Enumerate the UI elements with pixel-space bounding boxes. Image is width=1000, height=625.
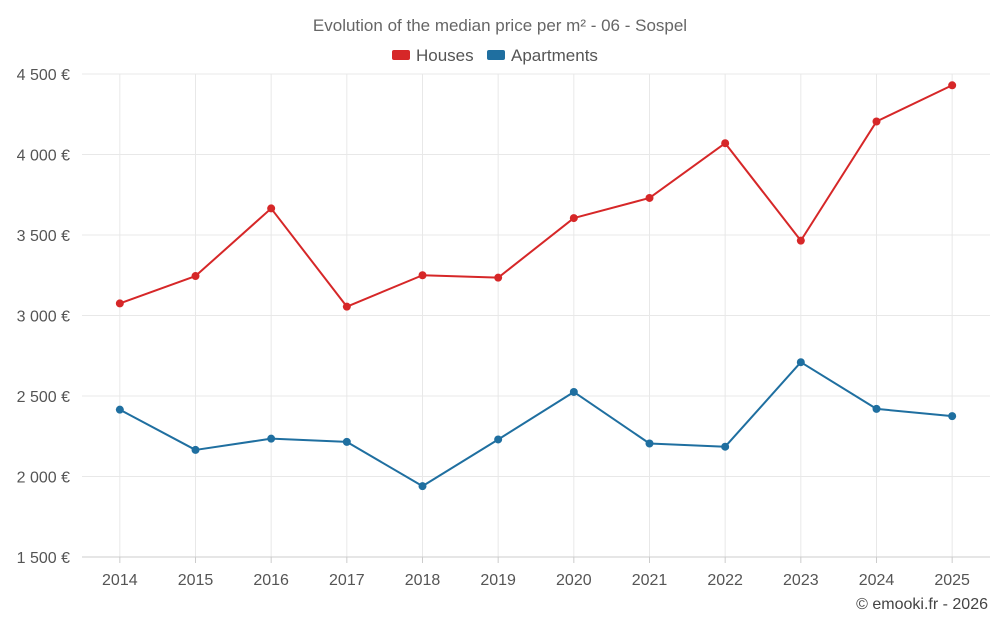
x-tick-label: 2024 xyxy=(859,572,895,589)
data-point-houses[interactable] xyxy=(569,214,578,223)
legend-label-houses: Houses xyxy=(416,46,474,65)
data-point-houses[interactable] xyxy=(721,139,730,148)
data-point-apartments[interactable] xyxy=(494,435,503,444)
data-point-houses[interactable] xyxy=(645,193,654,202)
data-point-apartments[interactable] xyxy=(267,434,276,443)
data-point-houses[interactable] xyxy=(872,117,881,126)
y-tick-label: 2 000 € xyxy=(17,470,70,487)
legend-item-apartments[interactable]: Apartments xyxy=(487,46,598,65)
data-point-houses[interactable] xyxy=(267,204,276,213)
data-point-apartments[interactable] xyxy=(645,439,654,448)
y-tick-label: 3 500 € xyxy=(17,228,70,245)
legend-label-apartments: Apartments xyxy=(511,46,598,65)
x-tick-label: 2014 xyxy=(102,572,138,589)
x-tick-label: 2025 xyxy=(934,572,970,589)
data-point-houses[interactable] xyxy=(948,81,957,90)
data-point-houses[interactable] xyxy=(418,271,427,280)
data-point-apartments[interactable] xyxy=(115,405,124,414)
data-point-houses[interactable] xyxy=(191,272,200,281)
axes: 1 500 € 2 000 € 2 500 € 3 000 € 3 500 € 4 000… xyxy=(17,67,990,589)
x-tick-label: 2021 xyxy=(632,572,668,589)
series-line-houses xyxy=(119,84,953,308)
chart-title: Evolution of the median price per m² - 0… xyxy=(313,16,687,35)
x-tick-label: 2016 xyxy=(253,572,289,589)
data-point-apartments[interactable] xyxy=(796,358,805,367)
y-tick-label: 2 500 € xyxy=(17,389,70,406)
data-point-houses[interactable] xyxy=(115,299,124,308)
data-point-apartments[interactable] xyxy=(569,387,578,396)
data-point-apartments[interactable] xyxy=(872,404,881,413)
x-tick-label: 2019 xyxy=(480,572,516,589)
y-tick-label: 3 000 € xyxy=(17,309,70,326)
x-tick-label: 2017 xyxy=(329,572,365,589)
x-tick-label: 2020 xyxy=(556,572,592,589)
y-tick-label: 1 500 € xyxy=(17,550,70,567)
data-point-houses[interactable] xyxy=(494,273,503,282)
data-point-apartments[interactable] xyxy=(418,482,427,491)
legend-item-houses[interactable]: Houses xyxy=(392,46,474,65)
x-tick-label: 2022 xyxy=(707,572,743,589)
series-line-apartments xyxy=(119,361,953,488)
data-point-apartments[interactable] xyxy=(342,437,351,446)
data-point-apartments[interactable] xyxy=(191,445,200,454)
legend[interactable]: Houses Apartments xyxy=(392,46,598,65)
data-point-houses[interactable] xyxy=(796,236,805,245)
x-tick-label: 2015 xyxy=(178,572,214,589)
data-point-houses[interactable] xyxy=(342,302,351,311)
x-tick-label: 2023 xyxy=(783,572,819,589)
legend-swatch-apartments xyxy=(487,50,505,60)
series xyxy=(115,81,957,491)
x-tick-label: 2018 xyxy=(405,572,441,589)
credit-text: © emooki.fr - 2026 xyxy=(856,596,988,613)
grid xyxy=(82,73,990,558)
data-point-apartments[interactable] xyxy=(948,412,957,421)
y-tick-label: 4 500 € xyxy=(17,67,70,84)
y-tick-label: 4 000 € xyxy=(17,148,70,165)
data-point-apartments[interactable] xyxy=(721,442,730,451)
legend-swatch-houses xyxy=(392,50,410,60)
